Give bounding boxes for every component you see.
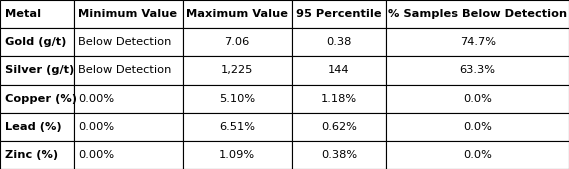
Text: Silver (g/t): Silver (g/t) [5,65,74,75]
Bar [183,113,291,141]
Text: 0.00%: 0.00% [79,150,114,160]
Bar [183,56,291,84]
Bar [386,141,569,169]
Text: 6.51%: 6.51% [219,122,255,132]
Bar [0,84,74,113]
Text: 0.38%: 0.38% [321,150,357,160]
Text: 0.38: 0.38 [326,37,352,47]
Text: 1.18%: 1.18% [321,94,357,104]
Bar [291,0,386,28]
Text: 7.06: 7.06 [224,37,250,47]
Bar [291,113,386,141]
Bar [74,28,183,56]
Text: Lead (%): Lead (%) [5,122,61,132]
Text: Maximum Value: Maximum Value [186,9,288,19]
Text: 1.09%: 1.09% [219,150,255,160]
Text: 95 Percentile: 95 Percentile [296,9,382,19]
Bar [291,28,386,56]
Bar [74,84,183,113]
Bar [0,141,74,169]
Text: 0.00%: 0.00% [79,122,114,132]
Bar [0,28,74,56]
Text: Copper (%): Copper (%) [5,94,77,104]
Bar [386,113,569,141]
Text: Gold (g/t): Gold (g/t) [5,37,66,47]
Bar [291,141,386,169]
Bar [74,56,183,84]
Bar [183,28,291,56]
Text: 0.0%: 0.0% [463,122,492,132]
Bar [291,56,386,84]
Text: % Samples Below Detection: % Samples Below Detection [388,9,567,19]
Text: Below Detection: Below Detection [79,65,172,75]
Text: 0.0%: 0.0% [463,94,492,104]
Text: 0.0%: 0.0% [463,150,492,160]
Text: 74.7%: 74.7% [460,37,496,47]
Bar [386,28,569,56]
Text: 1,225: 1,225 [221,65,253,75]
Bar [0,0,74,28]
Text: Below Detection: Below Detection [79,37,172,47]
Bar [74,113,183,141]
Text: 63.3%: 63.3% [460,65,496,75]
Bar [291,84,386,113]
Text: 144: 144 [328,65,350,75]
Bar [183,84,291,113]
Text: Zinc (%): Zinc (%) [5,150,57,160]
Bar [183,141,291,169]
Bar [0,56,74,84]
Bar [386,56,569,84]
Text: Metal: Metal [5,9,40,19]
Text: 5.10%: 5.10% [219,94,255,104]
Bar [386,0,569,28]
Bar [183,0,291,28]
Text: Minimum Value: Minimum Value [79,9,178,19]
Text: 0.00%: 0.00% [79,94,114,104]
Bar [74,0,183,28]
Bar [74,141,183,169]
Bar [386,84,569,113]
Text: 0.62%: 0.62% [321,122,357,132]
Bar [0,113,74,141]
